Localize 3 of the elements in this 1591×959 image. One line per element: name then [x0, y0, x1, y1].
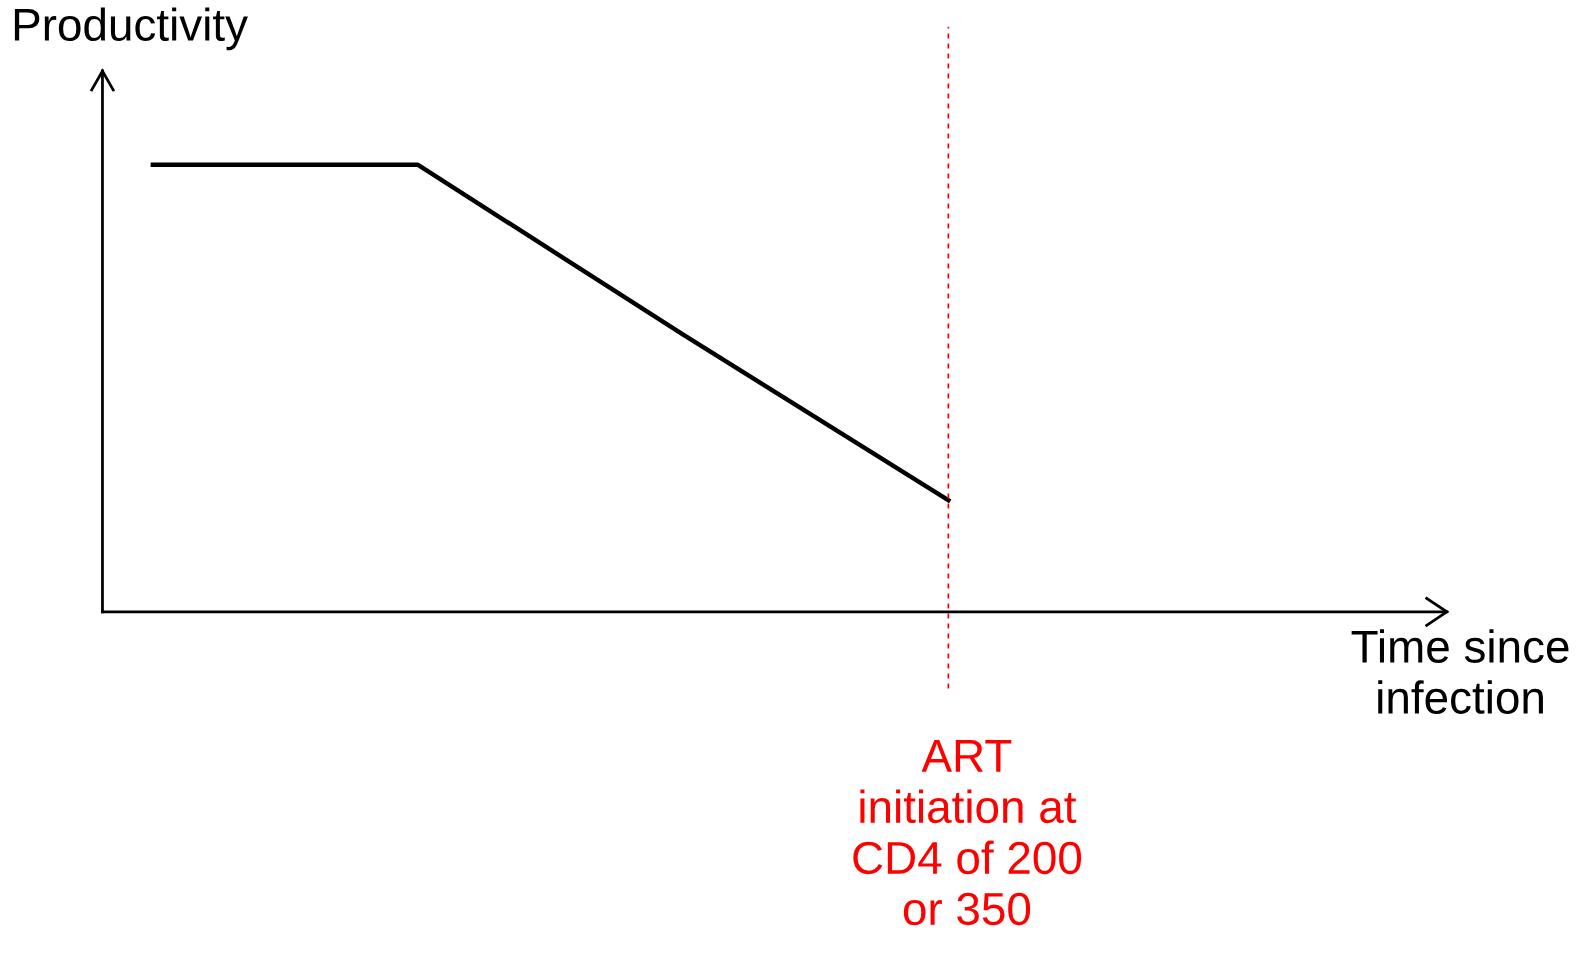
text: Time since infection: [1351, 629, 1569, 714]
text: ART initiation at CD4 of 200 or 350: [853, 740, 1082, 926]
y-axis-title: Productivity: [14, 7, 248, 51]
